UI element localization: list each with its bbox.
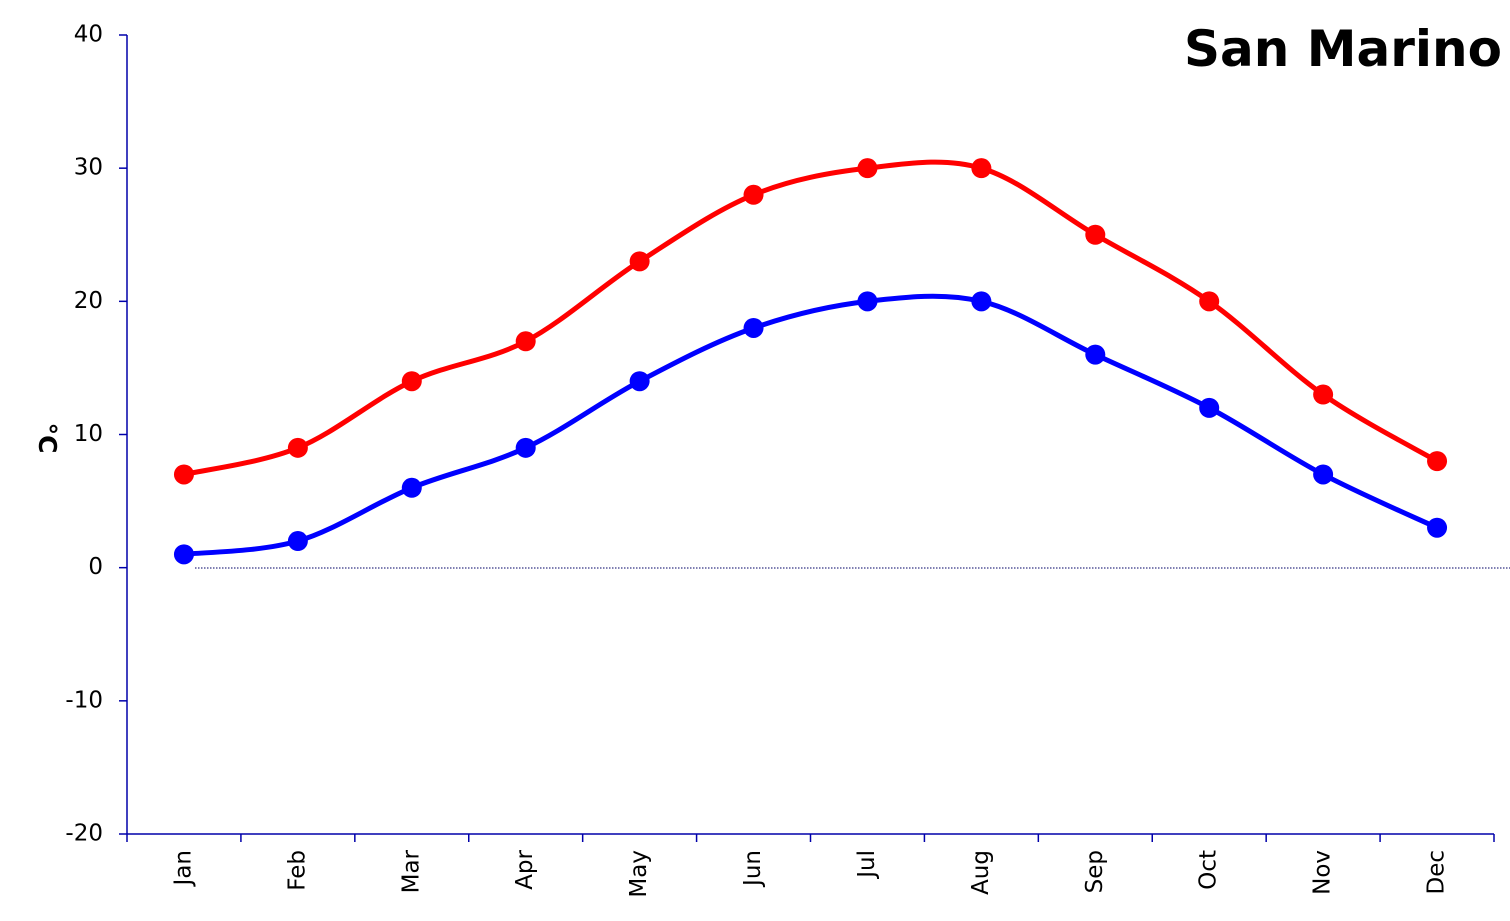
data-point-1 <box>287 531 308 552</box>
x-tick-label: Dec <box>1424 850 1450 895</box>
data-point-0 <box>1085 224 1106 245</box>
data-point-0 <box>857 158 878 179</box>
y-tick-label: 40 <box>74 22 103 48</box>
y-tick-label: -10 <box>65 687 103 713</box>
x-tick-label: Feb <box>284 850 310 891</box>
x-tick-label: Jul <box>854 850 880 880</box>
y-tick-label: -20 <box>65 821 103 847</box>
data-point-1 <box>1313 464 1334 485</box>
data-point-1 <box>1085 344 1106 365</box>
data-point-0 <box>1427 451 1448 472</box>
data-point-1 <box>857 291 878 312</box>
data-point-1 <box>629 371 650 392</box>
data-point-1 <box>173 544 194 565</box>
chart-title: San Marino <box>1184 20 1502 78</box>
y-tick-label: 10 <box>74 421 103 447</box>
y-tick-label: 0 <box>88 554 103 580</box>
data-point-1 <box>401 477 422 498</box>
data-point-0 <box>287 437 308 458</box>
x-tick-label: Aug <box>968 850 994 895</box>
series-line-0 <box>181 159 1440 477</box>
data-point-1 <box>1427 517 1448 538</box>
data-point-1 <box>971 291 992 312</box>
chart-axes <box>126 35 1510 835</box>
data-point-0 <box>971 158 992 179</box>
x-tick-label: Nov <box>1310 850 1336 895</box>
x-ticks: Jan Feb Mar Apr May Jun Jul Aug Sep Oct Nov Dec <box>126 834 1495 898</box>
data-point-1 <box>743 317 764 338</box>
data-point-0 <box>1313 384 1334 405</box>
data-point-0 <box>173 464 194 485</box>
y-ticks: 40 30 20 10 0 -10 -20 <box>65 22 127 847</box>
x-tick-label: May <box>626 850 652 898</box>
data-point-1 <box>515 437 536 458</box>
data-point-0 <box>629 251 650 272</box>
data-point-0 <box>743 184 764 205</box>
data-point-0 <box>515 331 536 352</box>
data-point-0 <box>401 371 422 392</box>
data-point-1 <box>1199 397 1220 418</box>
x-tick-label: Apr <box>512 849 538 889</box>
x-tick-label: Sep <box>1082 850 1108 893</box>
x-tick-label: Oct <box>1196 850 1222 890</box>
y-tick-label: 30 <box>74 155 103 181</box>
y-tick-label: 20 <box>74 288 103 314</box>
data-point-0 <box>1199 291 1220 312</box>
x-tick-label: Jun <box>740 850 766 888</box>
x-tick-label: Jan <box>170 850 196 887</box>
x-tick-label: Mar <box>398 849 424 893</box>
series-group <box>173 158 1448 565</box>
y-axis-label: °C <box>33 423 62 454</box>
